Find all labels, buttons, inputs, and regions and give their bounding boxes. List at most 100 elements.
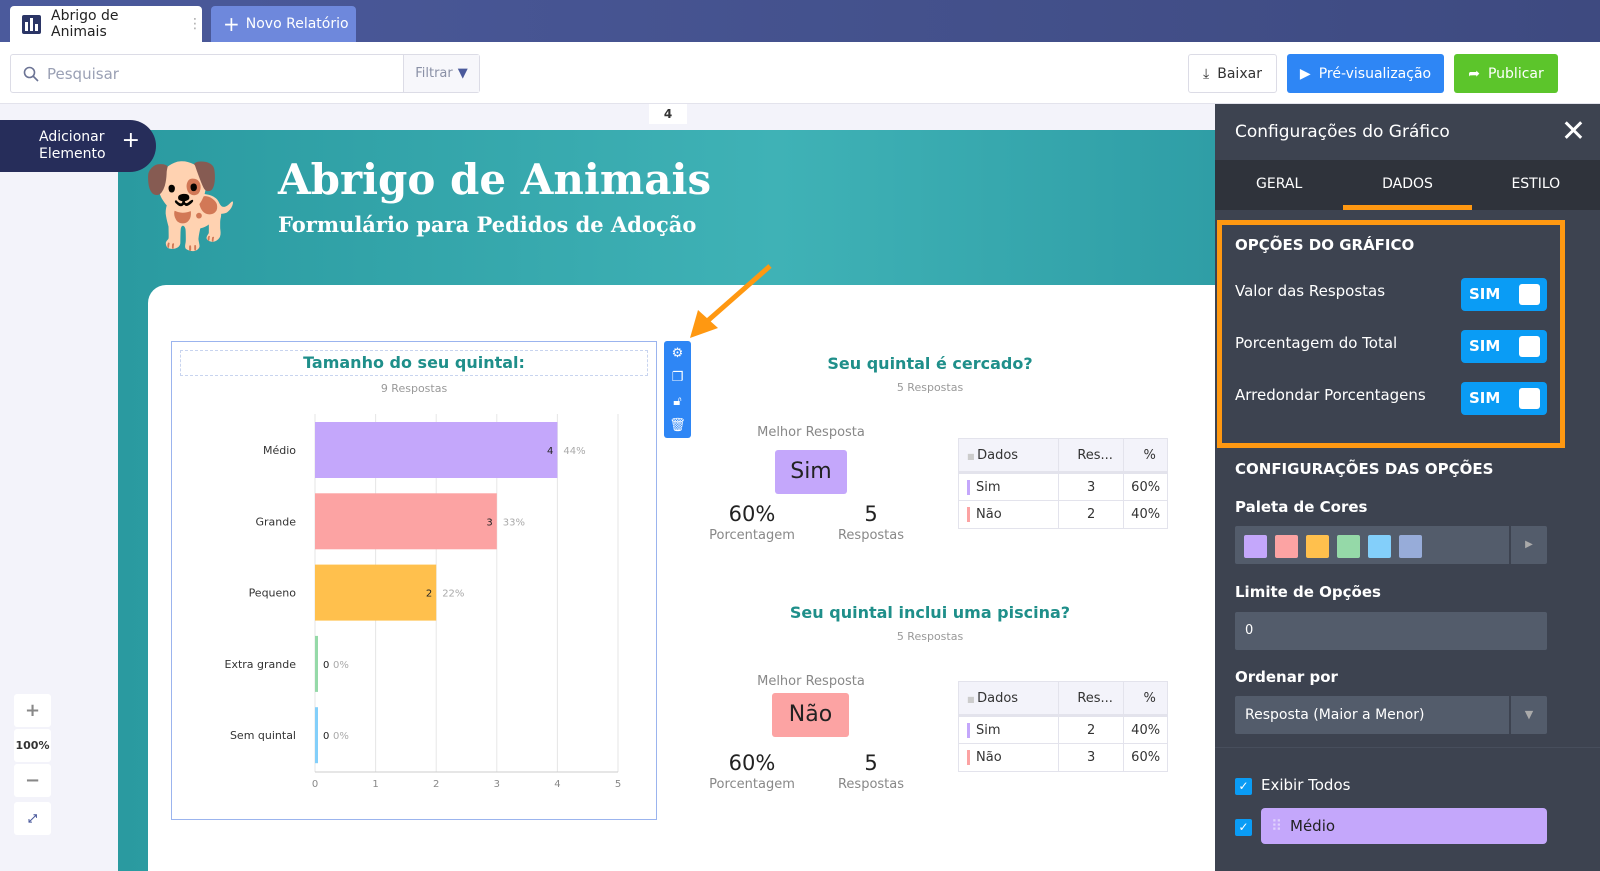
x-tick-label: 1 <box>372 779 378 790</box>
drag-handle-icon[interactable]: ⠿ <box>1271 817 1282 835</box>
value-label: 0 <box>323 660 329 671</box>
search-placeholder: Pesquisar <box>47 64 119 83</box>
search-icon <box>23 66 39 82</box>
percentage-label: Porcentagem <box>709 528 795 543</box>
chart-subtitle: 9 Respostas <box>380 382 448 395</box>
col-header[interactable]: ■ Dados <box>958 438 1059 474</box>
cell: 40% <box>1123 715 1168 744</box>
fullscreen-icon[interactable]: ⤢ <box>14 802 51 835</box>
toggle-switch[interactable]: SIM <box>1461 382 1547 415</box>
zoom-in-button[interactable]: + <box>14 694 51 727</box>
preview-button[interactable]: ▶ Pré-visualização <box>1287 54 1444 93</box>
color-swatch <box>967 750 970 765</box>
chart-settings-panel: Configurações do Gráfico ✕ GERAL DADOS E… <box>1215 104 1600 871</box>
value-label: 3 <box>486 517 492 528</box>
toggle-knob <box>1519 388 1540 409</box>
show-all-label: Exibir Todos <box>1261 776 1351 794</box>
data-table: ■ Dados Res... % Sim 3 60% Não 2 40% <box>958 438 1168 529</box>
palette-swatch <box>1368 535 1391 558</box>
sort-select[interactable]: Resposta (Maior a Menor) ▼ <box>1235 696 1547 734</box>
search-input[interactable]: Pesquisar Filtrar ▼ <box>10 54 480 93</box>
copy-icon[interactable]: ❐ <box>671 369 684 385</box>
option-label: Médio <box>1290 817 1336 835</box>
show-all-checkbox[interactable]: ✓ <box>1235 778 1252 795</box>
element-toolbar: ⚙ ❐ 🔓︎ 🗑︎ <box>664 341 691 438</box>
chart-title: Tamanho do seu quintal: <box>180 350 648 376</box>
toggle-knob <box>1519 284 1540 305</box>
publish-button[interactable]: ➦ Publicar <box>1454 54 1558 93</box>
tab-dados[interactable]: DADOS <box>1343 160 1472 210</box>
best-answer-label: Melhor Resposta <box>757 674 865 689</box>
category-label: Médio <box>263 444 296 457</box>
bar <box>315 493 497 550</box>
palette-swatch <box>1244 535 1267 558</box>
option-item-medio[interactable]: ⠿ Médio <box>1261 808 1547 844</box>
zoom-out-button[interactable]: − <box>14 764 51 797</box>
category-label: Pequeno <box>249 587 297 600</box>
add-label-1: Adicionar <box>39 129 105 145</box>
color-palette-select[interactable]: ▶ <box>1235 526 1547 564</box>
new-report-tab[interactable]: + Novo Relatório <box>211 6 356 42</box>
filter-button[interactable]: Filtrar ▼ <box>403 55 479 92</box>
cell: 3 <box>1058 743 1125 772</box>
percent-label: 0% <box>333 731 349 742</box>
preview-label: Pré-visualização <box>1318 65 1432 82</box>
count-value: 5 <box>864 751 878 775</box>
gear-icon[interactable]: ⚙ <box>671 345 684 361</box>
limit-input[interactable]: 0 <box>1235 612 1547 650</box>
panel-tabs: GERAL DADOS ESTILO <box>1215 160 1600 210</box>
category-label: Extra grande <box>225 658 297 671</box>
tab-label: Abrigo de Animais <box>51 8 119 40</box>
cell: 60% <box>1123 472 1168 501</box>
more-icon[interactable]: ⋮ <box>188 16 202 32</box>
toggle-switch[interactable]: SIM <box>1461 278 1547 311</box>
table-row: Não 2 40% <box>958 500 1168 529</box>
add-element-button[interactable]: Adicionar Elemento + <box>0 120 156 172</box>
download-button[interactable]: ⤓ Baixar <box>1188 54 1277 93</box>
trash-icon[interactable]: 🗑︎ <box>669 418 686 434</box>
percentage-value: 60% <box>728 751 776 775</box>
col-header[interactable]: Res... <box>1058 438 1125 474</box>
funnel-icon: ▼ <box>457 66 468 81</box>
category-label: Sem quintal <box>230 729 296 742</box>
option-label: Valor das Respostas <box>1235 282 1386 300</box>
best-answer-badge: Sim <box>775 450 847 494</box>
cell: 2 <box>1058 715 1125 744</box>
value-label: 0 <box>323 731 329 742</box>
sort-label: Ordenar por <box>1235 668 1338 686</box>
unlock-icon[interactable]: 🔓︎ <box>673 394 682 410</box>
data-table: ■ Dados Res... % Sim 2 40% Não 3 60% <box>958 681 1168 772</box>
toggle-label: SIM <box>1469 285 1501 303</box>
x-tick-label: 4 <box>554 779 560 790</box>
cell: 2 <box>1058 500 1125 529</box>
close-icon[interactable]: ✕ <box>1560 114 1586 149</box>
bar <box>315 564 437 621</box>
dog-illustration: 🐕 <box>142 159 245 254</box>
col-header[interactable]: % <box>1123 438 1168 474</box>
response-count: 5 Respostas <box>896 630 964 643</box>
arrow-right-icon[interactable]: ▶ <box>1509 526 1547 564</box>
option-checkbox-medio[interactable]: ✓ <box>1235 819 1252 836</box>
option-settings-heading: CONFIGURAÇÕES DAS OPÇÕES <box>1235 460 1494 478</box>
tab-geral[interactable]: GERAL <box>1256 176 1303 192</box>
bar <box>315 707 318 764</box>
cell: Não <box>976 750 1002 765</box>
bar <box>315 635 318 692</box>
plus-icon: + <box>223 12 240 36</box>
col-header[interactable]: % <box>1123 681 1168 717</box>
report-title: Abrigo de Animais <box>278 155 712 204</box>
percent-label: 44% <box>563 446 585 457</box>
toggle-switch[interactable]: SIM <box>1461 330 1547 363</box>
tab-bar: Abrigo de Animais ⋮ + Novo Relatório <box>0 0 1600 42</box>
toolbar: Pesquisar Filtrar ▼ ⤓ Baixar ▶ Pré-visualiz… <box>0 42 1600 104</box>
col-header[interactable]: ■ Dados <box>958 681 1059 717</box>
col-header[interactable]: Res... <box>1058 681 1125 717</box>
tab-estilo[interactable]: ESTILO <box>1511 176 1561 192</box>
x-tick-label: 3 <box>494 779 500 790</box>
tab-report[interactable]: Abrigo de Animais ⋮ <box>10 6 202 42</box>
bar-chart-element[interactable] <box>171 341 657 820</box>
report-subtitle: Formulário para Pedidos de Adoção <box>278 212 697 237</box>
question-title: Seu quintal é cercado? <box>827 354 1033 373</box>
toggle-knob <box>1519 336 1540 357</box>
download-label: Baixar <box>1217 65 1262 82</box>
